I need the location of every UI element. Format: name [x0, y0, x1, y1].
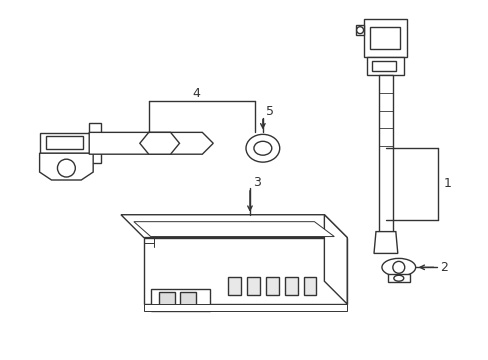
Bar: [369, 27, 399, 49]
Ellipse shape: [245, 134, 279, 162]
Ellipse shape: [381, 258, 415, 276]
Polygon shape: [134, 222, 334, 237]
Circle shape: [57, 159, 75, 177]
Polygon shape: [140, 132, 179, 154]
Polygon shape: [355, 25, 364, 35]
Polygon shape: [366, 57, 403, 75]
Text: 1: 1: [443, 177, 450, 190]
Polygon shape: [387, 274, 409, 282]
Polygon shape: [143, 238, 346, 304]
Circle shape: [392, 261, 404, 273]
Bar: [158, 292, 174, 308]
Ellipse shape: [253, 141, 271, 155]
Polygon shape: [373, 231, 397, 253]
Circle shape: [356, 27, 363, 33]
Bar: [265, 277, 278, 295]
Bar: [45, 136, 83, 149]
Bar: [284, 277, 297, 295]
Text: 4: 4: [192, 87, 200, 100]
Polygon shape: [40, 123, 101, 163]
Ellipse shape: [393, 275, 403, 281]
Text: 2: 2: [440, 261, 447, 274]
Polygon shape: [40, 153, 93, 180]
Bar: [246, 277, 259, 295]
Polygon shape: [121, 215, 346, 238]
Polygon shape: [324, 215, 346, 304]
Bar: [371, 61, 395, 71]
Polygon shape: [89, 132, 213, 154]
Text: 3: 3: [252, 176, 260, 189]
Polygon shape: [364, 19, 406, 57]
Bar: [378, 75, 392, 231]
Bar: [150, 289, 210, 311]
Text: 5: 5: [265, 105, 273, 118]
Bar: [228, 277, 241, 295]
Polygon shape: [143, 304, 346, 311]
Bar: [303, 277, 316, 295]
Bar: [180, 292, 196, 308]
